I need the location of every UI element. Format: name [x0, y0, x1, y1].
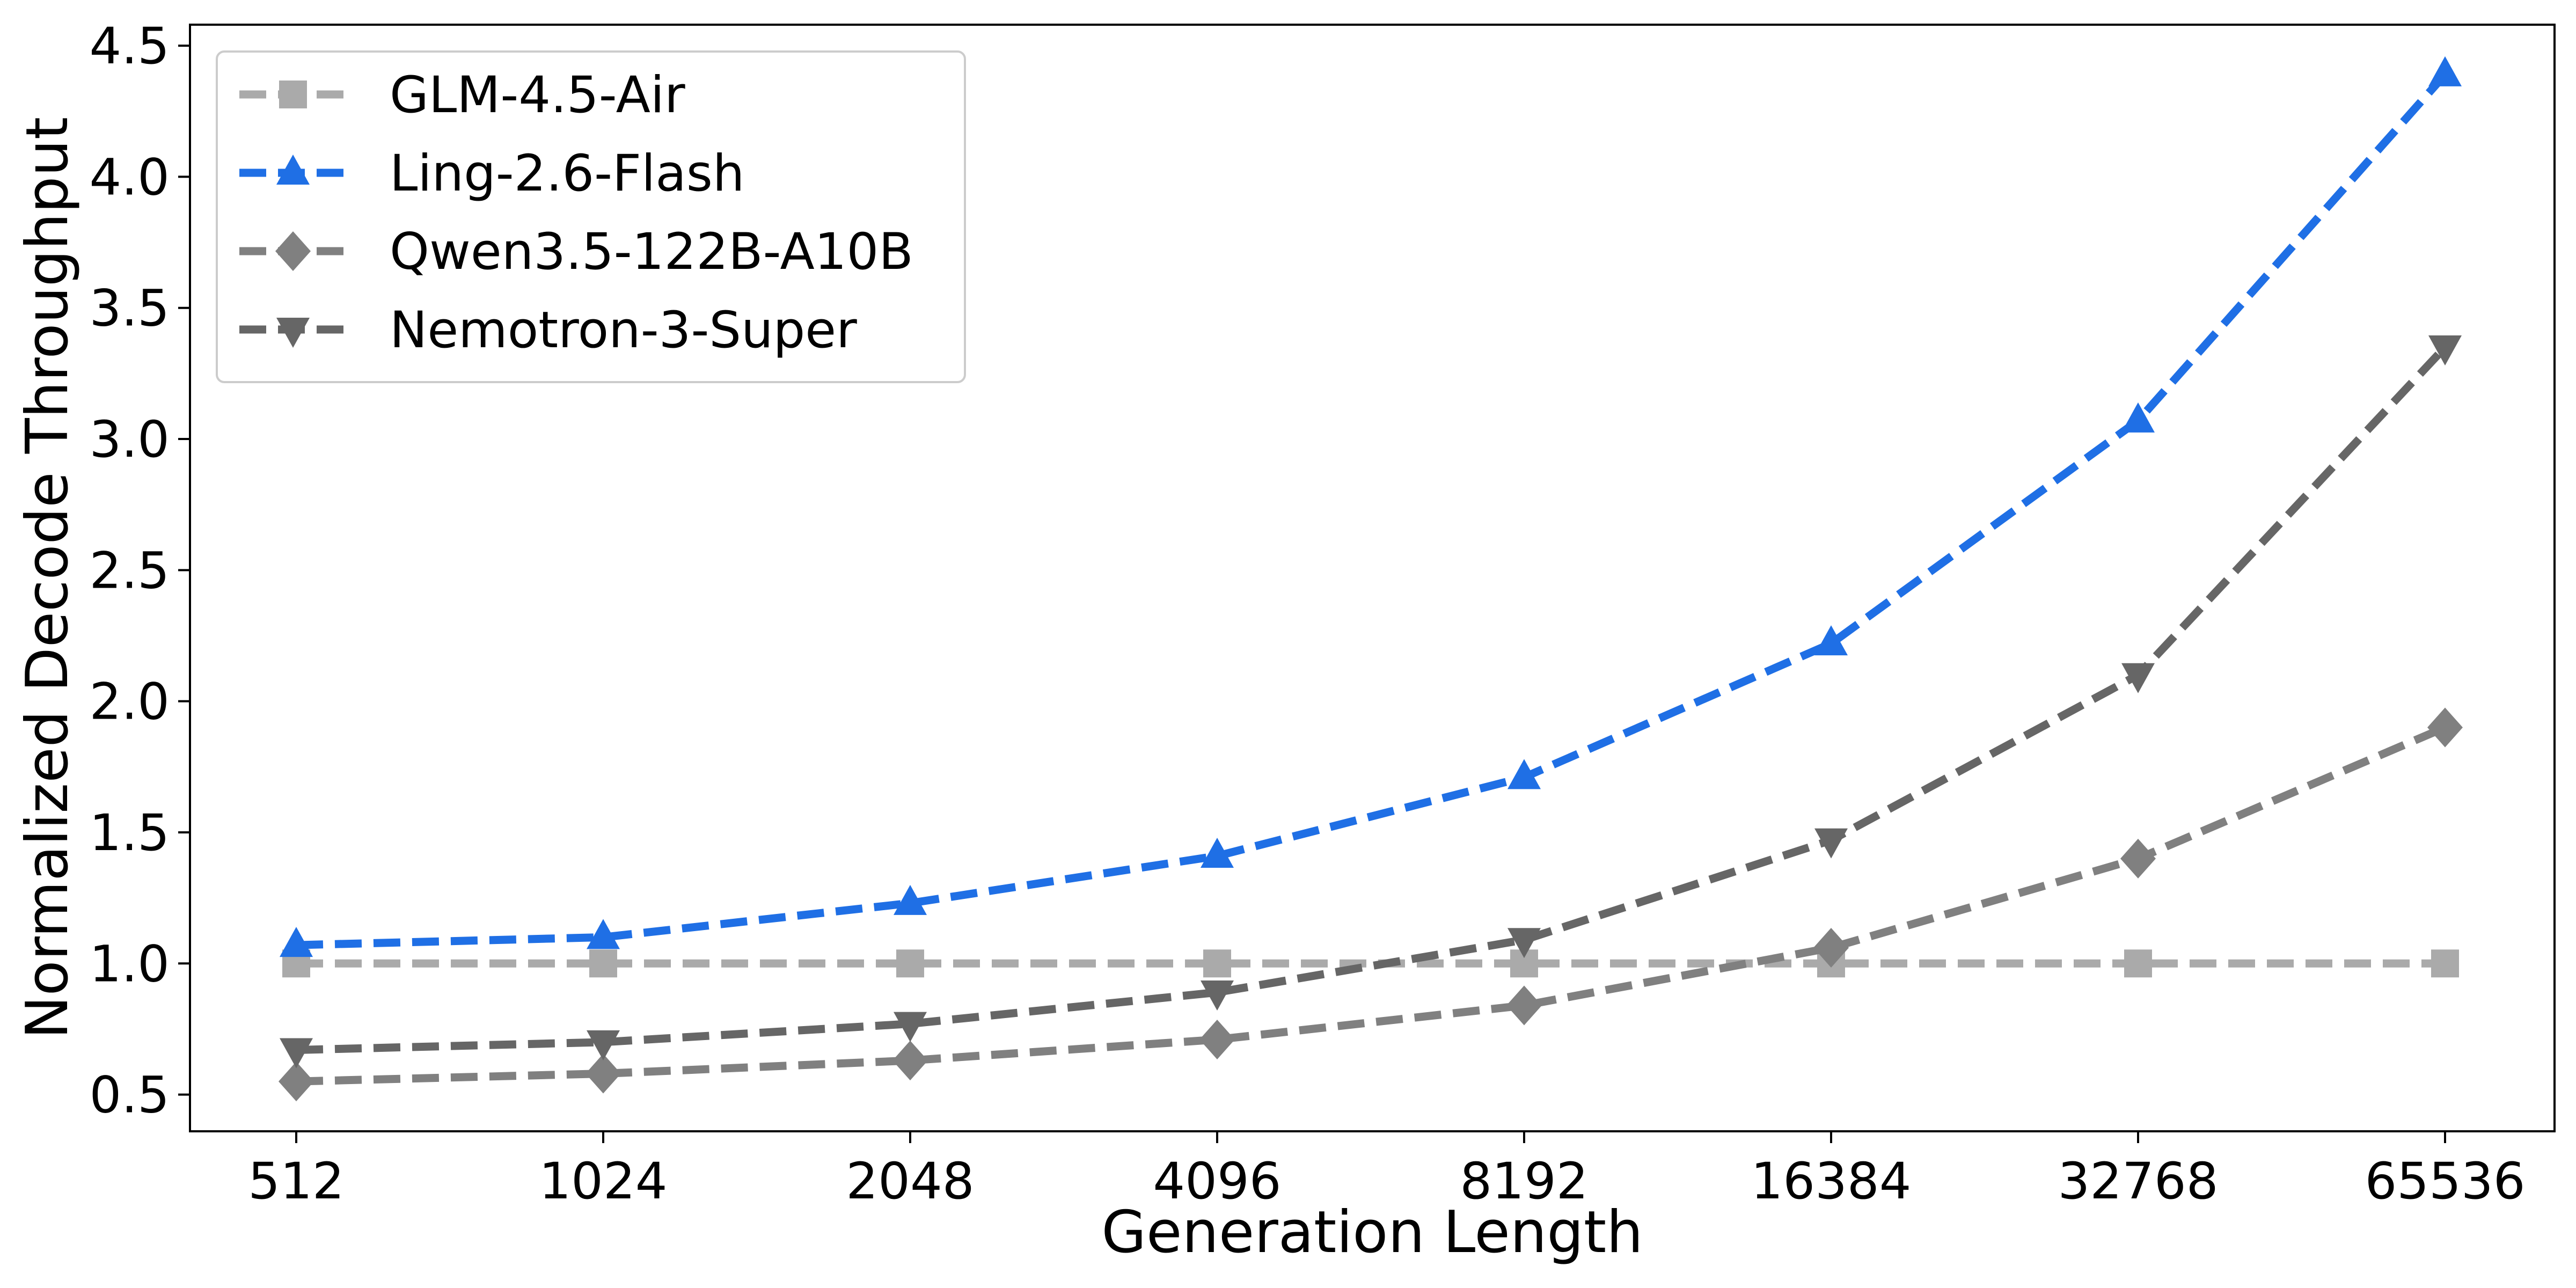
data-point [2431, 949, 2459, 978]
series-line [296, 723, 2447, 1086]
data-point [894, 1012, 927, 1042]
data-point [2121, 402, 2155, 433]
data-point [1814, 828, 1848, 859]
x-tick-label: 16384 [1751, 1152, 1911, 1211]
legend-item: Qwen3.5-122B-A10B [239, 223, 913, 281]
x-tick-label: 8192 [1460, 1152, 1588, 1211]
legend-label: Nemotron-3-Super [390, 301, 857, 360]
data-point [1814, 625, 1848, 656]
data-point [280, 927, 313, 957]
legend-label: GLM-4.5-Air [390, 66, 685, 125]
legend-item: Ling-2.6-Flash [239, 144, 744, 203]
series-Ling-2.6-Flash [280, 56, 2462, 957]
legend-marker [276, 155, 310, 185]
series-line [296, 71, 2448, 949]
y-tick-label: 4.5 [90, 17, 170, 76]
data-point [1199, 1019, 1235, 1059]
legend-item: GLM-4.5-Air [239, 66, 685, 125]
legend: GLM-4.5-Air Ling-2.6-Flash Qwen3.5-122B-A1… [216, 50, 966, 383]
y-tick-label: 3.0 [90, 411, 170, 469]
series-Nemotron-3-Super [280, 335, 2462, 1069]
ticks-layer: 512 1024 2048 4096 8192 16384 32768 65536 0.5 1.0… [90, 17, 2526, 1211]
legend-marker [275, 231, 311, 271]
series-layer [279, 56, 2463, 1102]
y-tick-label: 1.5 [90, 804, 170, 862]
data-point [1201, 837, 1234, 868]
legend-marker [276, 318, 310, 348]
data-point [279, 1062, 314, 1102]
y-tick-label: 4.0 [90, 148, 170, 207]
y-tick-label: 3.5 [90, 280, 170, 338]
y-tick-label: 2.5 [90, 541, 170, 600]
x-tick-label: 2048 [846, 1152, 974, 1211]
plot-frame [189, 24, 2556, 1132]
legend-label: Ling-2.6-Flash [390, 144, 744, 203]
x-tick-label: 4096 [1153, 1152, 1281, 1211]
data-point [1506, 985, 1542, 1026]
series-line [296, 344, 2448, 1055]
data-point [2120, 838, 2156, 879]
data-point [896, 949, 924, 978]
y-tick-label: 0.5 [90, 1066, 170, 1125]
x-axis-label: Generation Length [1101, 1199, 1643, 1266]
series-GLM-4.5-Air [282, 949, 2459, 978]
data-point [1813, 927, 1849, 968]
data-point [280, 1038, 313, 1069]
data-point [2428, 56, 2462, 86]
x-tick-label: 32768 [2058, 1152, 2218, 1211]
data-point [1507, 759, 1541, 789]
legend-marker [279, 80, 307, 108]
y-tick-label: 2.0 [90, 673, 170, 731]
data-point [587, 919, 620, 949]
y-axis-label: Normalized Decode Throughput [14, 117, 81, 1040]
data-point [2428, 335, 2462, 366]
data-point [2121, 663, 2155, 693]
data-point [892, 1041, 928, 1081]
legend-label: Qwen3.5-122B-A10B [390, 223, 913, 281]
x-tick-label: 512 [248, 1152, 344, 1211]
data-point [587, 1030, 620, 1060]
legend-item: Nemotron-3-Super [239, 301, 857, 360]
data-point [2427, 707, 2463, 748]
data-point [1203, 949, 1231, 978]
y-tick-label: 1.0 [90, 935, 170, 993]
legend-box [216, 50, 966, 383]
x-tick-label: 1024 [539, 1152, 667, 1211]
data-point [894, 884, 927, 915]
x-tick-label: 65536 [2365, 1152, 2525, 1211]
data-point [1507, 928, 1541, 958]
data-point [586, 1053, 621, 1094]
data-point [2124, 949, 2152, 978]
series-Qwen3.5-122B-A10B [279, 707, 2463, 1102]
data-point [589, 949, 617, 978]
data-point [1201, 980, 1234, 1011]
